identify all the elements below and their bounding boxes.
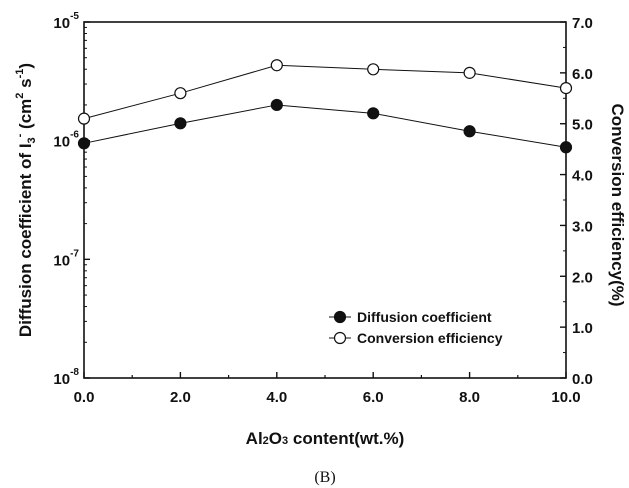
right-y-axis-label: Conversion efficiency(%): [608, 103, 627, 306]
data-point-diffusion-coefficient: [559, 141, 573, 154]
right-y-tick-label: 3.0: [572, 218, 593, 235]
data-point-diffusion-coefficient: [77, 137, 91, 150]
data-point-conversion-efficiency: [559, 82, 573, 95]
right-y-tick-label: 4.0: [572, 168, 593, 185]
left-y-tick-label: 10-6: [53, 130, 79, 151]
left-y-tick-label: 10-7: [53, 248, 79, 269]
left-y-tick-label: 10-8: [53, 367, 79, 388]
legend-marker-conversion: [333, 331, 347, 345]
x-axis-ticks: 0.0 2.0 4.0 6.0 8.0 10.0: [74, 372, 581, 406]
right-y-tick-label: 2.0: [572, 269, 593, 286]
x-tick-label: 2.0: [170, 389, 191, 406]
x-tick-label: 10.0: [551, 389, 580, 406]
right-y-tick-label: 7.0: [572, 15, 593, 32]
legend: Diffusion coefficient Conversion efficie…: [329, 309, 503, 346]
series-layer: [77, 59, 573, 154]
data-point-conversion-efficiency: [270, 59, 283, 72]
data-point-conversion-efficiency: [174, 87, 187, 100]
legend-label-conversion: Conversion efficiency: [357, 330, 503, 346]
right-y-axis-ticks: 0.0 1.0 2.0 3.0 4.0 5.0 6.0 7.0: [560, 15, 593, 388]
right-y-tick-label: 5.0: [572, 117, 593, 134]
right-y-tick-label: 0.0: [572, 371, 593, 388]
data-point-diffusion-coefficient: [367, 107, 380, 120]
series-line-diffusion-coefficient: [83, 104, 567, 148]
legend-label-diffusion: Diffusion coefficient: [357, 309, 492, 325]
x-axis-label: Al2O3 content(wt.%): [246, 429, 405, 448]
series-line-conversion-efficiency: [83, 64, 567, 120]
x-tick-label: 4.0: [266, 389, 287, 406]
data-point-conversion-efficiency: [463, 66, 476, 79]
data-point-diffusion-coefficient: [463, 125, 476, 138]
left-y-axis-label: Diffusion coefficient of I3- (cm2 s-1): [14, 63, 38, 337]
left-y-axis-ticks: 10-8 10-7 10-6 10-5: [53, 11, 90, 388]
data-point-conversion-efficiency: [367, 63, 380, 76]
data-point-diffusion-coefficient: [174, 117, 187, 130]
plot-frame: [83, 21, 567, 379]
x-tick-label: 8.0: [459, 389, 480, 406]
right-y-tick-label: 6.0: [572, 66, 593, 83]
data-point-diffusion-coefficient: [270, 98, 283, 112]
x-tick-label: 6.0: [363, 389, 384, 406]
legend-marker-diffusion: [333, 310, 347, 324]
data-point-conversion-efficiency: [77, 112, 91, 125]
x-tick-label: 0.0: [74, 389, 95, 406]
figure-caption: (B): [314, 469, 335, 486]
left-y-tick-label: 10-5: [53, 11, 79, 32]
right-y-tick-label: 1.0: [572, 320, 593, 337]
